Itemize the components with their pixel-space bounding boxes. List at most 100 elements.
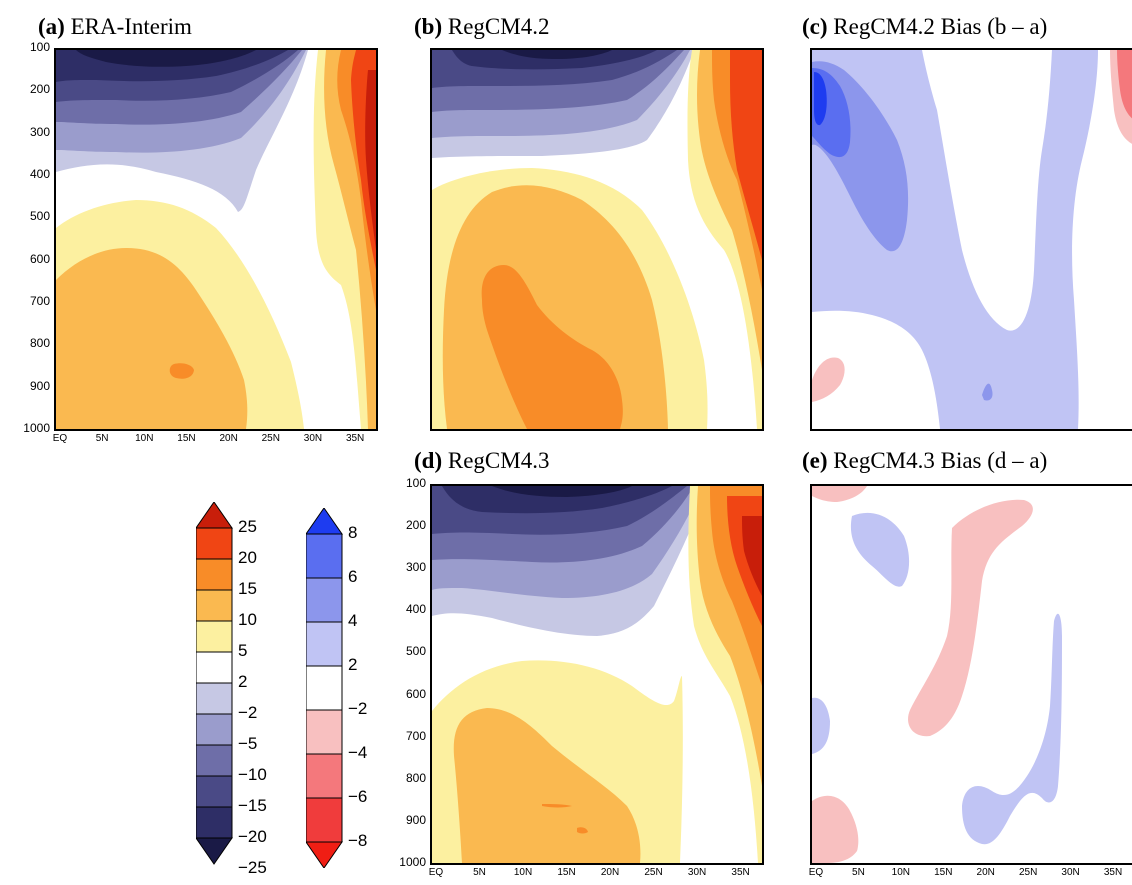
colorbar-bottom-triangle: [306, 841, 343, 868]
contour-d-neg25: [492, 486, 632, 497]
contour-d-pos10-south-a: [542, 804, 572, 808]
panel-d-title: (d) RegCM4.3: [414, 448, 549, 474]
colorbar-label: 5: [238, 641, 248, 660]
contour-d-pos20-north: [742, 516, 762, 596]
panel-a-xtick: EQ: [52, 433, 68, 444]
colorbar-label: 2: [348, 655, 358, 674]
panel-a-xtick: 20N: [219, 433, 238, 444]
contour-c-pos4-north: [1117, 50, 1132, 119]
panel-a-ytick: 700: [29, 294, 50, 308]
contour-b-neg20: [452, 50, 657, 70]
colorbar-segment: [306, 753, 343, 799]
colorbar-label: 20: [238, 548, 257, 567]
panel-a-name: ERA-Interim: [70, 14, 192, 39]
colorbar-segment: [196, 527, 233, 560]
colorbar-segment: [306, 797, 343, 843]
contour-b-neg25: [502, 50, 612, 59]
panel-a-xtick: 30N: [303, 433, 323, 444]
colorbar-segment: [196, 682, 233, 715]
panel-a-ytick: 900: [29, 378, 50, 393]
colorbar-segment: [196, 589, 233, 622]
panel-e-xtick: 15N: [934, 867, 953, 878]
panel-e-xtick: 20N: [976, 867, 995, 878]
panel-b-plot: [430, 48, 764, 431]
contour-e-pos2-sw: [812, 795, 859, 863]
colorbar-label: −4: [348, 743, 368, 762]
contour-e-pos2-band: [908, 499, 1033, 737]
colorbar-segment: [306, 533, 343, 579]
contour-e-neg2-west: [812, 697, 830, 754]
panel-a-xtick: 35N: [345, 433, 365, 444]
panel-d-xtick: EQ: [428, 867, 444, 878]
colorbar-label: 2: [238, 672, 248, 691]
colorbar-segment: [306, 709, 343, 755]
panel-a-xtick: 5N: [95, 433, 109, 444]
contour-c-pos2-sw: [812, 357, 845, 402]
panel-a-letter: (a): [38, 14, 65, 39]
contour-a-neg25: [76, 50, 256, 67]
panel-a-ytick: 800: [29, 336, 50, 351]
panel-a-ytick: 100: [29, 40, 50, 54]
panel-d-letter: (d): [414, 448, 443, 473]
colorbar-segment: [306, 665, 343, 711]
panel-d-xtick: 20N: [600, 867, 620, 878]
panel-e-xtick: 30N: [1061, 867, 1080, 878]
colorbar-segment: [196, 651, 233, 684]
contour-e-pos2-top: [812, 486, 867, 502]
panel-d-ytick: 200: [405, 518, 426, 533]
contour-d-pos5-south: [453, 708, 641, 863]
panel-d-ytick: 100: [405, 476, 426, 490]
panel-c-title: (c) RegCM4.2 Bias (b – a): [802, 14, 1047, 40]
panel-e-letter: (e): [802, 448, 828, 473]
panel-d-xtick: 15N: [557, 867, 576, 878]
panel-a-xtick: 15N: [177, 433, 196, 444]
panel-e-plot: [810, 484, 1132, 865]
colorbar-label: −2: [238, 703, 258, 722]
panel-d-xtick: 25N: [644, 867, 663, 878]
panel-b-letter: (b): [414, 14, 443, 39]
colorbar-label: −2: [348, 699, 368, 718]
panel-a-ytick: 400: [29, 167, 50, 181]
contour-d-neg20: [442, 486, 672, 514]
colorbar-label: 8: [348, 523, 358, 542]
contour-c-neg8: [814, 72, 827, 126]
panel-d-ytick: 500: [405, 644, 426, 659]
panel-d-ytick: 700: [405, 728, 426, 743]
colorbar-label: −8: [348, 831, 368, 850]
contour-a-pos10-south: [169, 363, 194, 379]
colorbar-label: 10: [238, 610, 257, 629]
panel-a-plot: [54, 48, 378, 431]
colorbar-label: 6: [348, 567, 358, 586]
contour-a-pos5-south: [56, 248, 248, 429]
panel-d-ytick: 1000: [399, 855, 426, 869]
panel-e-name: RegCM4.3 Bias (d – a): [833, 448, 1048, 473]
colorbar-bottom-triangle: [196, 837, 233, 865]
colorbar-top-triangle: [196, 502, 233, 529]
panel-d-contours: [432, 486, 762, 863]
contour-e-neg2-upper: [850, 512, 910, 587]
colorbar-segment: [306, 577, 343, 623]
panel-a-ytick: 600: [29, 251, 50, 266]
colorbar-label: −10: [238, 765, 267, 784]
colorbar-label: 4: [348, 611, 358, 630]
panel-b-title: (b) RegCM4.2: [414, 14, 549, 40]
panel-c-contours: [812, 50, 1132, 429]
contour-e-neg2-ne: [962, 613, 1062, 845]
contour-a-pos20-north: [365, 70, 376, 250]
panel-d-xtick: 10N: [513, 867, 533, 878]
colorbar-segment: [196, 806, 233, 839]
panel-c-name: RegCM4.2 Bias (b – a): [833, 14, 1048, 39]
panel-e-xtick: EQ: [808, 867, 824, 878]
panel-d-xtick: 30N: [687, 867, 707, 878]
colorbar-label: −6: [348, 787, 368, 806]
colorbar-segment: [306, 621, 343, 667]
colorbar-label: −5: [238, 734, 258, 753]
contour-c-neg4-lower: [982, 383, 993, 401]
colorbar-label: 15: [238, 579, 257, 598]
panel-a-ytick: 300: [29, 124, 50, 139]
panel-c-plot: [810, 48, 1132, 431]
contour-b-pos5-south: [442, 185, 668, 429]
colorbar-segment: [196, 558, 233, 591]
panel-a-ytick: 500: [29, 209, 50, 224]
contour-d-pos10-south-b: [577, 827, 588, 834]
